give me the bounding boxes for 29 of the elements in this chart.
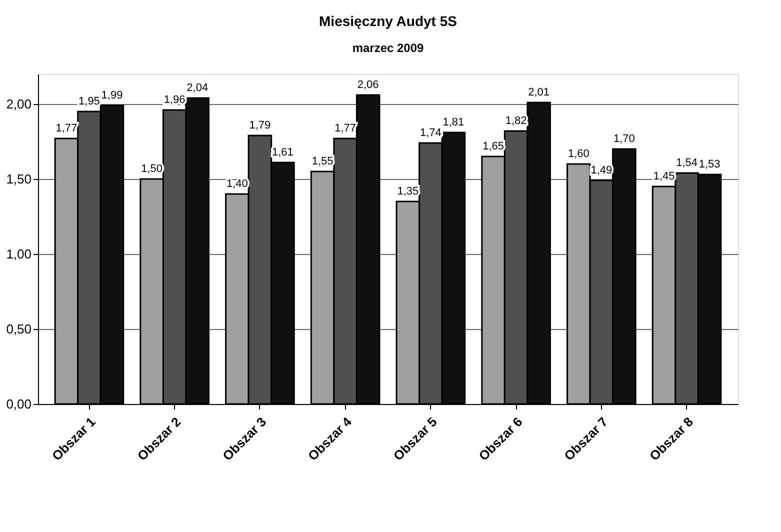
data-label: 1,79 [249,120,271,132]
chart-subtitle: marzec 2009 [352,41,424,55]
y-tick-label: 1,50 [6,172,32,186]
data-label: 1,81 [442,116,464,128]
data-label: 2,06 [357,79,379,91]
data-label: 1,35 [397,186,419,198]
data-label: 1,70 [613,133,635,145]
data-label: 1,61 [272,146,294,158]
data-label: 1,54 [676,157,698,169]
data-label: 1,50 [141,163,163,175]
data-label: 1,40 [226,178,248,190]
y-tick-label: 0,00 [6,396,32,412]
data-label: 2,01 [528,86,550,98]
data-label: 1,77 [56,122,78,134]
data-label: 2,04 [186,82,208,94]
data-label: 1,82 [505,115,527,127]
y-tick-label: 0,50 [6,322,32,336]
data-label: 1,53 [698,158,720,170]
data-label: 1,74 [420,127,442,139]
y-tick-label: 1,00 [6,246,32,262]
data-label: 1,65 [482,140,504,152]
chart-title: Miesięczny Audyt 5S [319,13,457,29]
data-label: 1,49 [590,164,612,176]
data-label: 1,99 [101,90,123,102]
y-tick-label: 2,00 [6,96,32,112]
data-label: 1,55 [312,156,334,168]
data-label: 1,60 [568,148,590,160]
data-label: 1,96 [164,94,186,106]
data-label: 1,77 [334,122,356,134]
